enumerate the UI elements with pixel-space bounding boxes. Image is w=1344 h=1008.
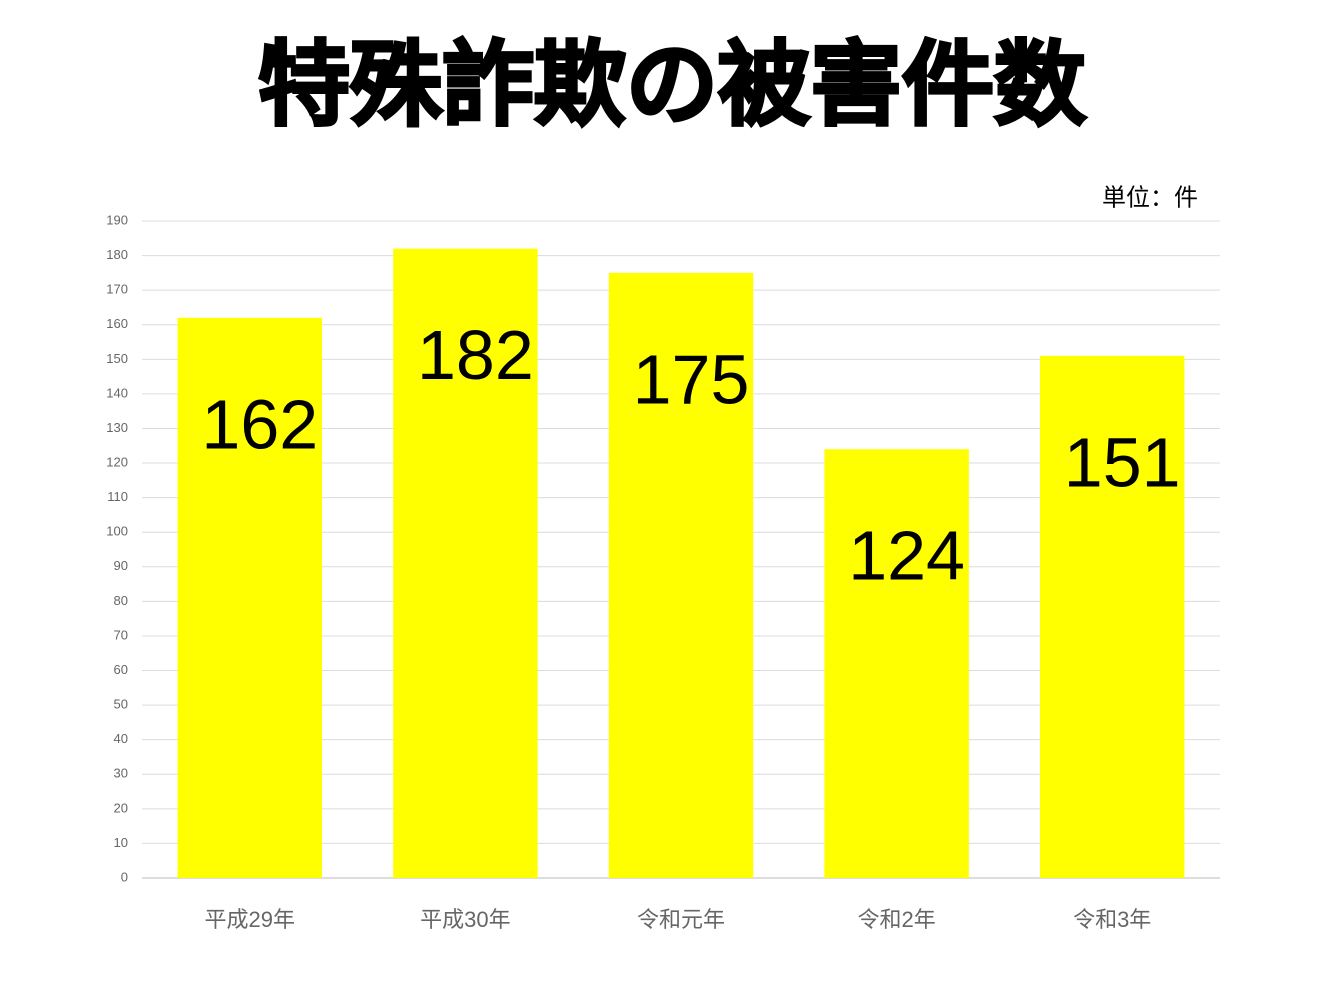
bar — [177, 317, 323, 878]
y-tick-label: 60 — [114, 662, 128, 677]
y-tick-label: 140 — [106, 385, 128, 400]
y-tick-label: 170 — [106, 282, 128, 297]
chart-title: 特殊詐欺の被害件数 — [258, 34, 1086, 136]
y-tick-label: 130 — [106, 420, 128, 435]
y-tick-label: 20 — [114, 800, 128, 815]
y-tick-label: 80 — [114, 593, 128, 608]
data-label: 162 — [201, 385, 318, 463]
y-tick-label: 190 — [106, 212, 128, 227]
bar — [608, 272, 754, 878]
y-tick-label: 0 — [121, 869, 128, 884]
x-tick-label: 平成29年 — [205, 907, 295, 932]
y-tick-label: 10 — [114, 835, 128, 850]
bar — [824, 449, 969, 878]
data-label: 182 — [417, 316, 534, 394]
x-tick-label: 令和元年 — [637, 907, 725, 932]
bar — [1039, 355, 1185, 878]
y-tick-label: 70 — [114, 627, 128, 642]
unit-label: 単位：件 — [1102, 184, 1198, 211]
bar — [393, 248, 538, 879]
y-tick-label: 150 — [106, 351, 128, 366]
y-tick-label: 160 — [106, 316, 128, 331]
y-tick-label: 40 — [114, 731, 128, 746]
y-tick-label: 90 — [114, 558, 128, 573]
y-tick-label: 120 — [106, 454, 128, 469]
x-tick-label: 令和2年 — [857, 907, 935, 932]
y-tick-label: 100 — [106, 524, 128, 539]
data-label: 175 — [633, 340, 750, 418]
data-label: 124 — [848, 517, 965, 595]
y-tick-label: 50 — [114, 697, 128, 712]
y-tick-label: 30 — [114, 766, 128, 781]
y-tick-label: 180 — [106, 247, 128, 262]
x-tick-label: 令和3年 — [1073, 907, 1151, 932]
data-label: 151 — [1064, 423, 1181, 501]
y-tick-label: 110 — [107, 489, 128, 504]
x-tick-label: 平成30年 — [420, 907, 510, 932]
